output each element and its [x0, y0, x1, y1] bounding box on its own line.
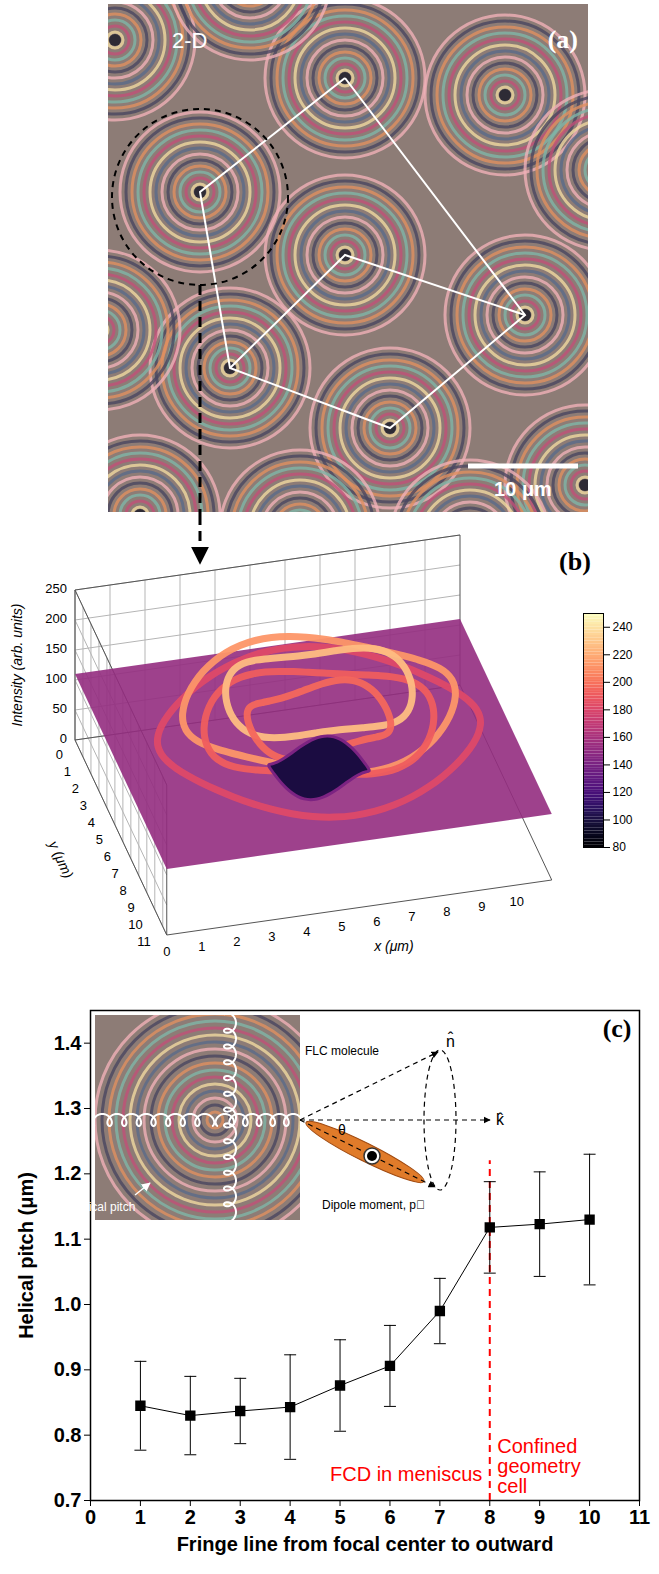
svg-text:0: 0 [56, 747, 63, 762]
svg-text:3: 3 [235, 1506, 246, 1528]
svg-text:FCD in meniscus: FCD in meniscus [330, 1463, 482, 1485]
svg-text:1: 1 [64, 764, 71, 779]
svg-text:220: 220 [613, 648, 633, 662]
svg-text:10: 10 [510, 894, 524, 909]
svg-text:240: 240 [613, 620, 633, 634]
svg-text:3: 3 [268, 929, 275, 944]
svg-text:4: 4 [303, 924, 310, 939]
svg-text:Confinedgeometrycell: Confinedgeometrycell [497, 1435, 580, 1497]
svg-text:150: 150 [45, 641, 67, 656]
svg-text:2: 2 [72, 781, 79, 796]
svg-text:180: 180 [613, 703, 633, 717]
svg-text:0.8: 0.8 [54, 1424, 82, 1446]
svg-text:Dipole moment, p⃗: Dipole moment, p⃗ [322, 1198, 425, 1212]
svg-text:2-D: 2-D [172, 28, 207, 53]
svg-text:Intensity (arb. units): Intensity (arb. units) [9, 604, 25, 727]
svg-text:0.9: 0.9 [54, 1358, 82, 1380]
svg-text:1.1: 1.1 [54, 1228, 82, 1250]
svg-text:0: 0 [60, 731, 67, 746]
svg-text:200: 200 [45, 611, 67, 626]
svg-text:5: 5 [338, 919, 345, 934]
svg-text:k̂: k̂ [496, 1111, 505, 1128]
svg-text:1.4: 1.4 [54, 1032, 83, 1054]
svg-text:0.7: 0.7 [54, 1489, 82, 1511]
svg-text:1.2: 1.2 [54, 1162, 82, 1184]
svg-text:2: 2 [233, 934, 240, 949]
svg-text:10: 10 [128, 917, 142, 932]
svg-text:50: 50 [53, 701, 67, 716]
svg-text:0: 0 [85, 1506, 96, 1528]
svg-text:(b): (b) [559, 547, 591, 576]
svg-text:0: 0 [163, 944, 170, 959]
svg-text:6: 6 [104, 849, 111, 864]
svg-text:Helical pitch: Helical pitch [71, 1200, 136, 1214]
svg-text:9: 9 [128, 900, 135, 915]
svg-text:160: 160 [613, 730, 633, 744]
svg-text:4: 4 [88, 815, 95, 830]
svg-text:5: 5 [96, 832, 103, 847]
svg-text:1: 1 [198, 939, 205, 954]
svg-text:8: 8 [443, 904, 450, 919]
svg-text:11: 11 [629, 1506, 650, 1528]
svg-text:1: 1 [135, 1506, 146, 1528]
svg-text:120: 120 [613, 785, 633, 799]
svg-text:n̂: n̂ [446, 1031, 455, 1050]
svg-text:1.0: 1.0 [54, 1293, 82, 1315]
svg-text:8: 8 [484, 1506, 495, 1528]
svg-text:4: 4 [285, 1506, 297, 1528]
svg-text:5: 5 [334, 1506, 345, 1528]
svg-text:100: 100 [45, 671, 67, 686]
svg-text:250: 250 [45, 581, 67, 596]
svg-text:7: 7 [112, 866, 119, 881]
svg-text:x (μm): x (μm) [373, 938, 414, 954]
svg-text:θ: θ [338, 1122, 346, 1138]
svg-text:(c): (c) [603, 1014, 632, 1043]
svg-text:7: 7 [408, 909, 415, 924]
svg-text:140: 140 [613, 758, 633, 772]
svg-text:6: 6 [384, 1506, 395, 1528]
svg-text:FLC molecule: FLC molecule [305, 1044, 379, 1058]
svg-text:10: 10 [578, 1506, 600, 1528]
svg-text:200: 200 [613, 675, 633, 689]
svg-text:3: 3 [80, 798, 87, 813]
svg-text:8: 8 [120, 883, 127, 898]
svg-text:100: 100 [613, 813, 633, 827]
svg-text:7: 7 [434, 1506, 445, 1528]
svg-text:11: 11 [137, 934, 151, 949]
svg-text:1.3: 1.3 [54, 1097, 82, 1119]
svg-text:80: 80 [613, 840, 627, 854]
svg-text:9: 9 [534, 1506, 545, 1528]
svg-text:y (μm): y (μm) [45, 837, 77, 881]
svg-text:6: 6 [373, 914, 380, 929]
svg-text:(a): (a) [548, 25, 578, 54]
svg-text:10 μm: 10 μm [494, 478, 552, 500]
svg-text:Helical pitch (μm): Helical pitch (μm) [15, 1172, 37, 1339]
svg-text:9: 9 [478, 899, 485, 914]
svg-text:Fringe line from focal center: Fringe line from focal center to outward [177, 1533, 554, 1555]
svg-text:2: 2 [185, 1506, 196, 1528]
